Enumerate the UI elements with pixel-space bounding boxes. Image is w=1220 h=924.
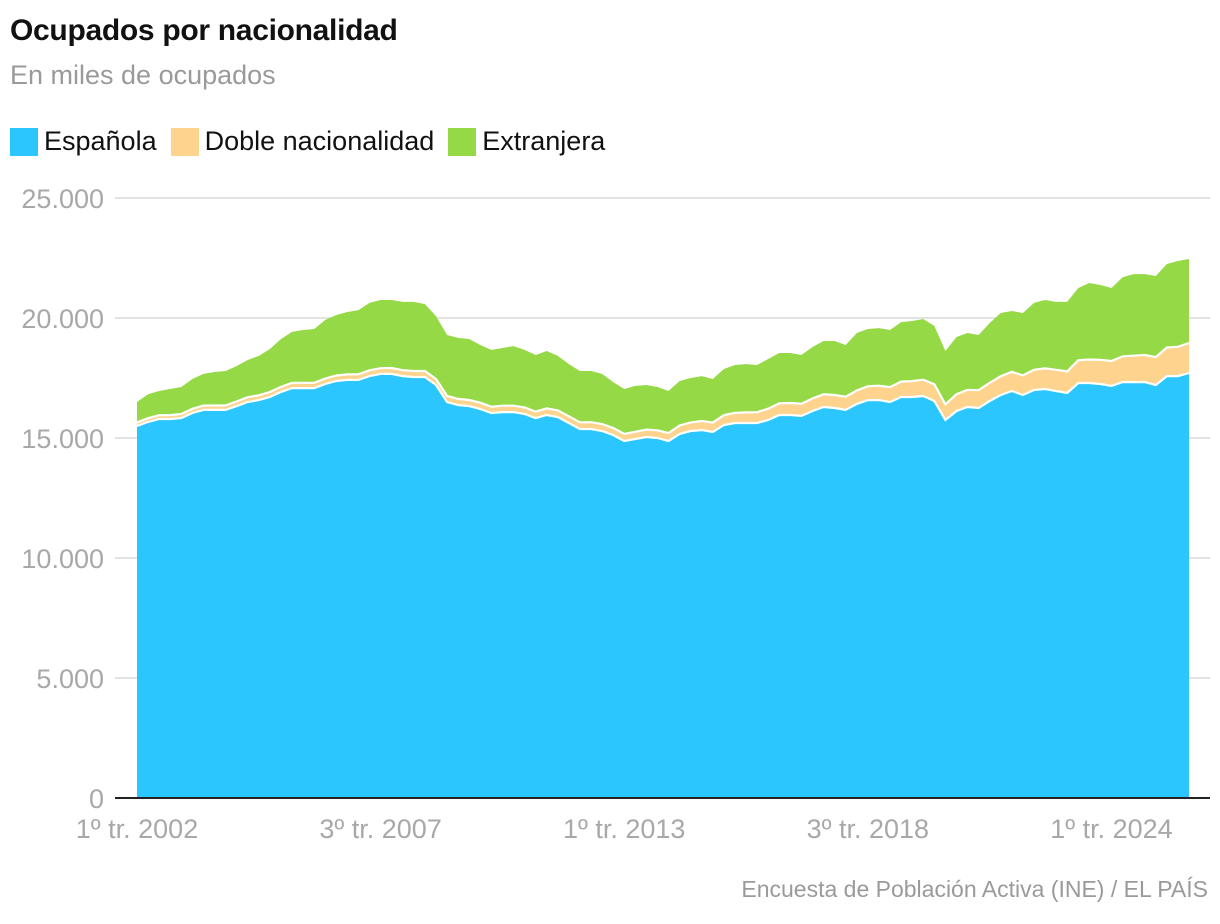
legend-label-extranjera: Extranjera [482,126,606,156]
y-tick-label: 0 [89,784,104,814]
y-tick-label: 20.000 [21,304,104,334]
series-separator-line [136,371,1190,443]
x-tick-label: 1º tr. 2024 [1050,814,1172,844]
y-tick-label: 15.000 [21,424,104,454]
legend-label-espanola: Española [44,126,157,156]
series-separator-line [136,341,1190,436]
legend-swatch-espanola [10,127,38,156]
source-note: Encuesta de Población Activa (INE) / EL … [741,876,1208,902]
y-tick-label: 5.000 [36,664,104,694]
x-tick-label: 1º tr. 2013 [563,814,685,844]
area-espanola [137,373,1189,798]
y-tick-label: 10.000 [21,544,104,574]
x-tick-label: 1º tr. 2002 [76,814,198,844]
x-tick-label: 3º tr. 2007 [319,814,441,844]
y-tick-label: 25.000 [21,184,104,214]
chart-title: Ocupados por nacionalidad [10,14,398,47]
legend-swatch-doble [170,127,199,156]
area-doble-nacionalidad [137,343,1189,441]
chart-subtitle: En miles de ocupados [10,60,276,90]
legend: Española Doble nacionalidad Extranjera [10,126,605,157]
area-extranjera [137,259,1189,434]
legend-item-espanola: Española [10,126,157,157]
legend-item-extranjera: Extranjera [448,126,605,157]
legend-swatch-extranjera [448,127,477,156]
x-tick-label: 3º tr. 2018 [807,814,929,844]
legend-item-doble: Doble nacionalidad [170,126,435,157]
legend-label-doble: Doble nacionalidad [204,126,435,156]
